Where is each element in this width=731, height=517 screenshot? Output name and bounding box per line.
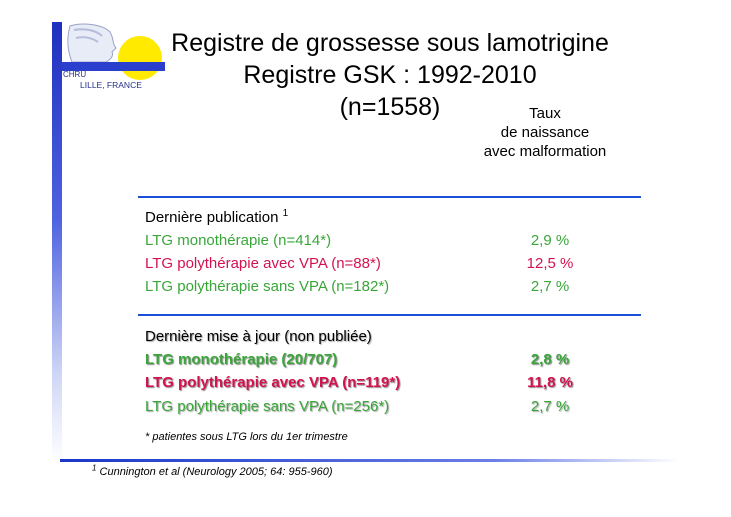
- divider-middle: [138, 314, 641, 316]
- footnote-asterisk: * patientes sous LTG lors du 1er trimest…: [145, 431, 348, 443]
- logo-band: [62, 62, 165, 71]
- column-header-line-3: avec malformation: [483, 143, 607, 160]
- divider-bottom: [60, 459, 678, 462]
- chru-logo: CHRU LILLE, FRANCE: [62, 22, 167, 94]
- section1-row-3-label: LTG polythérapie sans VPA (n=182*): [145, 278, 390, 295]
- title-line-2: Registre GSK : 1992-2010: [243, 61, 537, 89]
- section2-row-3-value: 2,7 %: [530, 398, 570, 415]
- title-line-1: Registre de grossesse sous lamotrigine: [171, 29, 609, 57]
- section1-row-1-label: LTG monothérapie (n=414*): [145, 232, 332, 249]
- section2-row-1-label: LTG monothérapie (20/707): [145, 351, 338, 368]
- section1-row-1-value: 2,9 %: [530, 232, 570, 249]
- section1-row-3-value: 2,7 %: [530, 278, 570, 295]
- section2-row-2-label: LTG polythérapie avec VPA (n=119*): [145, 374, 401, 391]
- logo-text-chru: CHRU: [63, 70, 87, 79]
- profile-head-icon: [67, 23, 117, 63]
- column-header-line-2: de naissance: [500, 124, 590, 141]
- section1-row-2-value: 12,5 %: [526, 255, 574, 272]
- decorative-vertical-bar: [52, 22, 62, 462]
- reference-citation: 1 Cunnington et al (Neurology 2005; 64: …: [92, 463, 333, 478]
- logo-text-city: LILLE, FRANCE: [80, 80, 142, 90]
- section2-row-1-value: 2,8 %: [530, 351, 570, 368]
- column-header-line-1: Taux: [529, 105, 561, 122]
- section2-heading: Dernière mise à jour (non publiée): [145, 328, 372, 345]
- divider-top: [138, 196, 641, 198]
- title-line-3: (n=1558): [339, 93, 441, 121]
- sun-icon: [118, 36, 162, 80]
- section2-row-3-label: LTG polythérapie sans VPA (n=256*): [145, 398, 390, 415]
- section1-heading: Dernière publication 1: [145, 208, 289, 227]
- section1-row-2-label: LTG polythérapie avec VPA (n=88*): [145, 255, 381, 272]
- section2-row-2-value: 11,8 %: [527, 374, 573, 391]
